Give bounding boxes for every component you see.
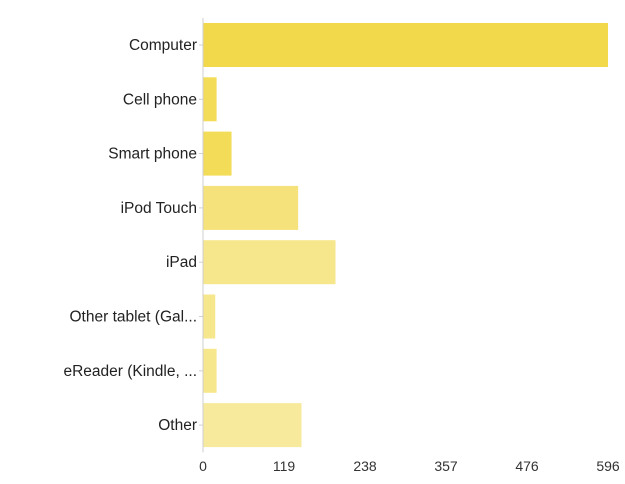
category-label: Cell phone xyxy=(123,91,197,108)
category-label: Computer xyxy=(129,37,197,54)
x-tick-label: 476 xyxy=(515,458,539,474)
category-label: iPad xyxy=(166,254,197,271)
x-axis-ticks: 0 119 238 357 476 596 xyxy=(199,458,620,474)
bar-5 xyxy=(203,294,216,339)
x-tick-label: 119 xyxy=(273,458,296,474)
x-tick-label: 357 xyxy=(434,458,458,474)
x-tick-label: 238 xyxy=(353,458,377,474)
category-label: eReader (Kindle, ... xyxy=(63,363,197,380)
bar-2 xyxy=(203,131,232,176)
bar-0 xyxy=(203,23,608,67)
category-label: iPod Touch xyxy=(121,200,197,217)
bars-group xyxy=(203,23,608,448)
bar-4 xyxy=(203,240,336,285)
category-label: Smart phone xyxy=(108,146,197,163)
x-tick-label: 596 xyxy=(596,458,620,474)
bar-3 xyxy=(203,185,299,230)
category-label: Other xyxy=(158,417,197,434)
x-tick-label: 0 xyxy=(199,458,207,474)
bar-7 xyxy=(203,403,302,448)
bar-6 xyxy=(203,348,217,393)
category-label: Other tablet (Gal... xyxy=(70,309,198,326)
bar-1 xyxy=(203,77,217,122)
category-labels: Computer Cell phone Smart phone iPod Touch i… xyxy=(63,37,203,434)
